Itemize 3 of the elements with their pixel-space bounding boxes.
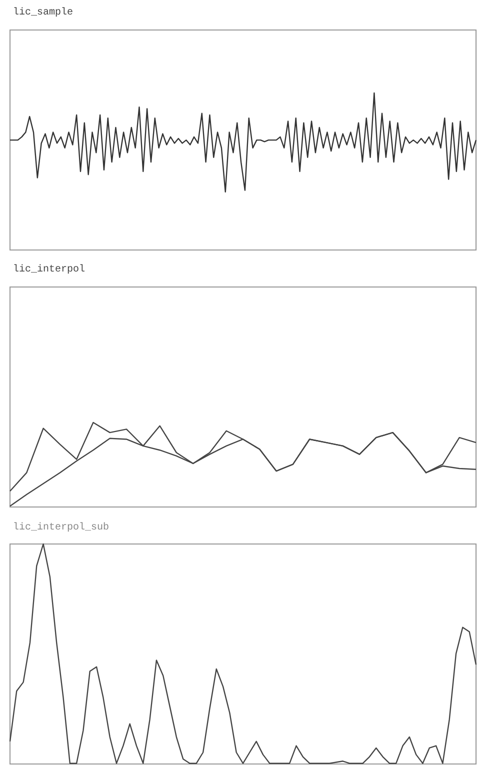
chart-title: lic_sample (13, 6, 74, 18)
chart-title: lic_interpol_sub (13, 522, 110, 534)
chart-title: lic_interpol (13, 264, 86, 276)
